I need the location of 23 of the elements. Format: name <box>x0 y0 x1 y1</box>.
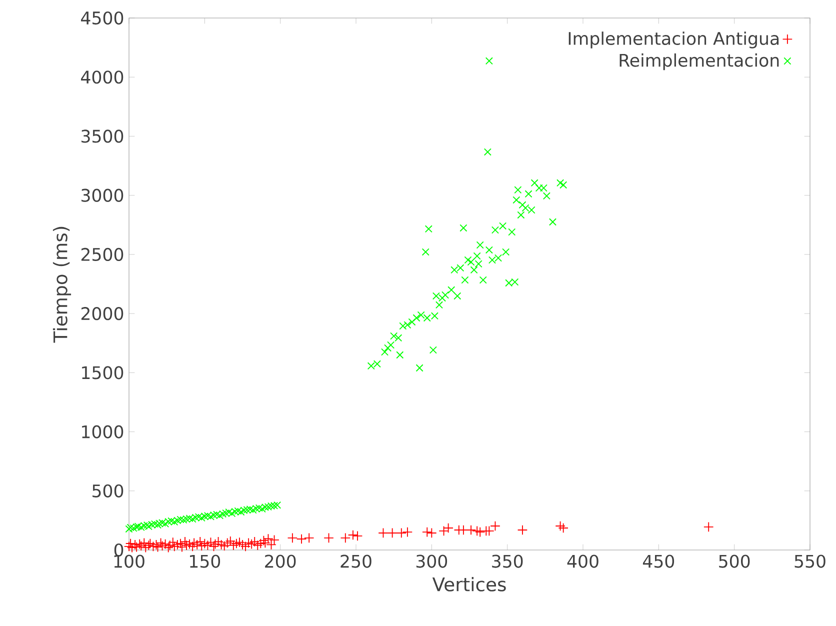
x-tick-label: 550 <box>794 554 826 568</box>
y-axis-title: Tiempo (ms) <box>52 226 72 343</box>
legend-label: Reimplementacion <box>620 53 779 70</box>
x-tick-label: 200 <box>265 554 296 568</box>
y-tick-label: 500 <box>92 484 124 498</box>
x-tick-label: 500 <box>719 554 750 568</box>
x-tick-label: 300 <box>416 554 448 568</box>
y-tick-label: 4500 <box>81 11 124 25</box>
x-tick-label: 450 <box>642 554 674 568</box>
y-tick-label: 3500 <box>81 130 124 143</box>
x-tick-label: 400 <box>567 554 598 568</box>
x-tick-label: 150 <box>190 554 220 568</box>
x-axis-title: Vertices <box>432 576 506 592</box>
y-tick-label: 1000 <box>82 425 124 438</box>
legend-label: Implementacion Antigua <box>568 32 779 48</box>
x-tick-label: 250 <box>340 554 372 568</box>
y-tick-label: 2000 <box>81 307 124 320</box>
y-tick-label: 4000 <box>81 70 124 84</box>
y-tick-label: 3000 <box>81 188 124 202</box>
y-tick-label: 2500 <box>81 248 124 262</box>
y-tick-label: 1500 <box>82 366 124 380</box>
x-tick-label: 100 <box>114 554 144 568</box>
x-tick-label: 350 <box>492 554 523 568</box>
